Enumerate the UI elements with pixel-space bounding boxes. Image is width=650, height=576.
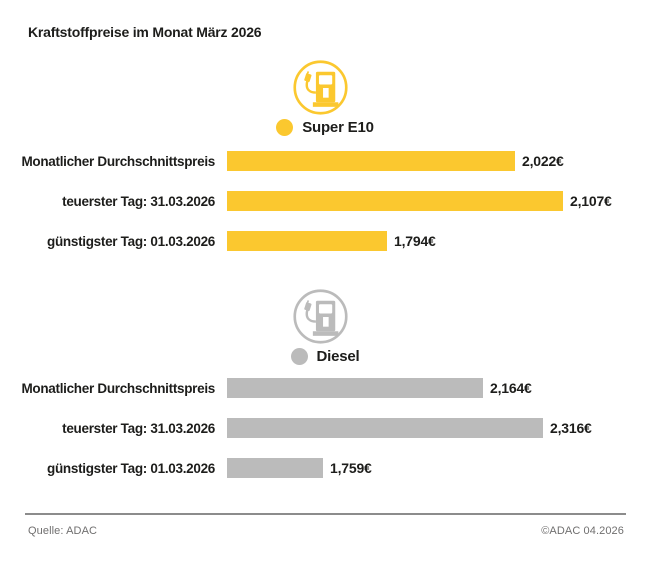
bar-value-label: 2,164€ <box>490 380 532 396</box>
bar-label: günstigster Tag: 01.03.2026 <box>47 233 215 249</box>
bar-value-label: 1,794€ <box>394 233 436 249</box>
bar-value-label: 1,759€ <box>330 460 372 476</box>
bar-diesel-max <box>227 418 543 438</box>
bar-value-label: 2,107€ <box>570 193 612 209</box>
bar-row-diesel-min: günstigster Tag: 01.03.2026 1,759€ <box>0 457 372 479</box>
copyright-label: ©ADAC 04.2026 <box>541 525 624 537</box>
legend-dot-super <box>276 118 294 136</box>
source-label: Quelle: ADAC <box>28 525 98 537</box>
bar-label: teuerster Tag: 31.03.2026 <box>62 420 215 436</box>
page-title: Kraftstoffpreise im Monat März 2026 <box>28 24 262 40</box>
bar-super-max <box>227 191 563 211</box>
bar-row-super-max: teuerster Tag: 31.03.2026 2,107€ <box>0 190 612 212</box>
bar-row-super-min: günstigster Tag: 01.03.2026 1,794€ <box>0 230 436 252</box>
bar-super-average <box>227 151 515 171</box>
footer-divider <box>25 513 626 515</box>
bar-label: Monatlicher Durchschnittspreis <box>21 380 215 396</box>
legend-diesel: Diesel <box>0 346 650 366</box>
bar-label: Monatlicher Durchschnittspreis <box>21 153 215 169</box>
bar-row-diesel-average: Monatlicher Durchschnittspreis 2,164€ <box>0 377 532 399</box>
legend-label-super: Super E10 <box>302 118 374 136</box>
bar-diesel-min <box>227 458 323 478</box>
bar-label: teuerster Tag: 31.03.2026 <box>62 193 215 209</box>
bar-row-diesel-max: teuerster Tag: 31.03.2026 2,316€ <box>0 417 592 439</box>
bar-diesel-average <box>227 378 483 398</box>
bar-row-super-average: Monatlicher Durchschnittspreis 2,022€ <box>0 150 564 172</box>
legend-dot-diesel <box>290 347 308 365</box>
bar-value-label: 2,316€ <box>550 420 592 436</box>
legend-super-e10: Super E10 <box>0 117 650 137</box>
fuel-pump-icon-super <box>292 59 349 116</box>
legend-label-diesel: Diesel <box>316 347 360 365</box>
fuel-pump-icon-diesel <box>292 288 349 345</box>
bar-value-label: 2,022€ <box>522 153 564 169</box>
bar-label: günstigster Tag: 01.03.2026 <box>47 460 215 476</box>
bar-super-min <box>227 231 387 251</box>
